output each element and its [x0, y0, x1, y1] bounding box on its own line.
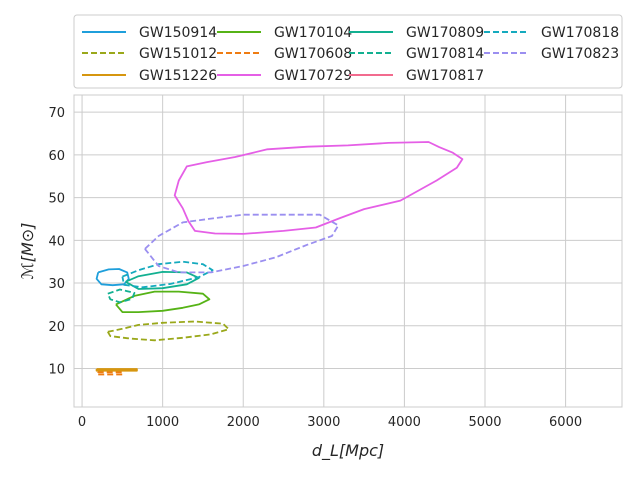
- y-axis-label: ℳ[M⊙]: [18, 223, 37, 280]
- legend-label-gw151226: GW151226: [139, 68, 217, 84]
- series-line-gw170729: [173, 141, 464, 235]
- legend-label-gw170608: GW170608: [274, 46, 352, 62]
- y-tick-label: 60: [48, 149, 65, 164]
- x-tick-label: 3000: [307, 415, 340, 430]
- x-tick-label: 5000: [468, 415, 501, 430]
- series-line-gw170608: [97, 371, 124, 376]
- legend-label-gw170818: GW170818: [541, 25, 619, 41]
- legend-label-gw150914: GW150914: [139, 25, 217, 41]
- legend: GW150914 GW151012 GW151226 GW170104 GW170608…: [73, 14, 623, 89]
- series-line-gw151226: [95, 368, 138, 372]
- legend-label-gw170729: GW170729: [274, 68, 352, 84]
- grid: [74, 95, 622, 407]
- plot-frame: [73, 94, 623, 408]
- legend-label-gw151012: GW151012: [139, 46, 217, 62]
- x-axis-label: d_L[Mpc]: [312, 441, 384, 461]
- series-layer: [95, 141, 464, 376]
- x-tick-labels: 0 1000 2000 3000 4000 5000 6000: [78, 415, 582, 430]
- x-tick-label: 0: [78, 415, 86, 430]
- series-line-gw170823: [144, 213, 340, 274]
- legend-frame: [73, 14, 623, 89]
- y-tick-label: 70: [48, 106, 65, 121]
- y-tick-label: 50: [48, 192, 65, 207]
- legend-label-gw170817: GW170817: [406, 68, 484, 84]
- plot-background: [74, 95, 622, 407]
- legend-label-gw170823: GW170823: [541, 46, 619, 62]
- y-tick-label: 10: [48, 363, 65, 378]
- x-tick-label: 6000: [549, 415, 582, 430]
- series-line-gw151012: [107, 320, 230, 342]
- series-line-gw170818: [121, 260, 214, 289]
- x-tick-label: 1000: [146, 415, 179, 430]
- legend-label-gw170104: GW170104: [274, 25, 352, 41]
- series-line-gw170104: [115, 290, 211, 313]
- y-tick-label: 20: [48, 320, 65, 335]
- legend-label-gw170814: GW170814: [406, 46, 484, 62]
- x-tick-label: 4000: [388, 415, 421, 430]
- series-line-gw170814: [106, 288, 136, 304]
- y-tick-label: 40: [48, 234, 65, 249]
- legend-label-gw170809: GW170809: [406, 25, 484, 41]
- x-tick-label: 2000: [227, 415, 260, 430]
- y-tick-label: 30: [48, 277, 65, 292]
- y-tick-labels: 10 20 30 40 50 60 70: [48, 106, 65, 377]
